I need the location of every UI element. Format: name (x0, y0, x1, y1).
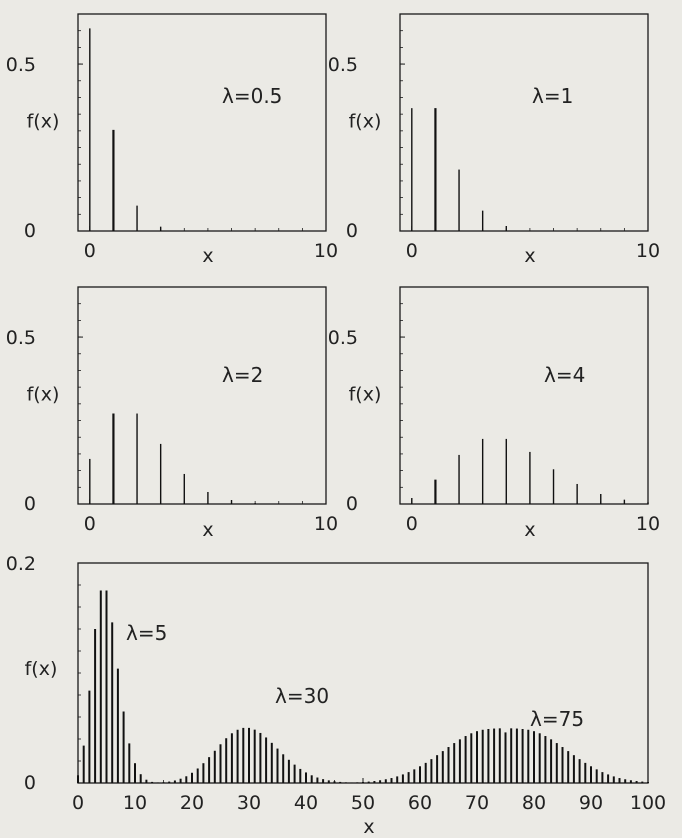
x-tick-label: 0 (72, 792, 84, 814)
x-tick-label: 0 (84, 513, 96, 535)
x-tick-label: 100 (630, 792, 666, 814)
y-tick-label: 0 (346, 493, 358, 515)
x-tick-label: 0 (84, 240, 96, 262)
lambda-label: λ=1 (532, 84, 573, 108)
x-tick-label: 40 (294, 792, 318, 814)
chart-panel-3: 0 0.5 0 10 f(x) x λ=2 (6, 286, 338, 541)
lambda-label: λ=75 (530, 707, 584, 731)
plot-frame (77, 13, 327, 232)
y-tick-label: 0.5 (6, 327, 36, 349)
y-tick-label: 0 (24, 220, 36, 242)
y-tick-label: 0 (346, 220, 358, 242)
x-tick-label: 10 (636, 513, 660, 535)
x-tick-label: 80 (522, 792, 546, 814)
lambda-label: λ=0.5 (222, 84, 282, 108)
x-axis-label: x (202, 519, 213, 541)
x-axis-label: x (363, 816, 374, 838)
series-lambda-3: λ=75 (333, 707, 649, 783)
x-tick-label: 30 (237, 792, 261, 814)
y-tick-label: 0.5 (328, 54, 358, 76)
x-tick-label: 90 (579, 792, 603, 814)
x-tick-label: 10 (636, 240, 660, 262)
chart-panel-5: 0 0.2 0 10 20 30 40 50 60 70 80 90 100 f(x) x λ=5 λ=30 λ=… (6, 553, 666, 838)
lambda-label: λ=4 (544, 363, 585, 387)
x-tick-label: 70 (465, 792, 489, 814)
lambda-label: λ=2 (222, 363, 263, 387)
x-axis-label: x (524, 245, 535, 267)
x-tick-label: 10 (123, 792, 147, 814)
x-tick-label: 20 (180, 792, 204, 814)
y-tick-label: 0.5 (328, 327, 358, 349)
x-axis-label: x (524, 519, 535, 541)
x-tick-label: 0 (406, 240, 418, 262)
y-tick-label: 0.5 (6, 54, 36, 76)
chart-panel-1: 0 0.5 0 10 f(x) x λ=0.5 (6, 13, 338, 267)
x-tick-label: 60 (408, 792, 432, 814)
plot-frame (399, 286, 649, 505)
y-axis-label: f(x) (349, 111, 382, 133)
chart-panel-2: 0 0.5 0 10 f(x) x λ=1 (328, 13, 660, 267)
series-lambda-2: λ=30 (151, 684, 364, 783)
y-tick-label: 0 (24, 493, 36, 515)
chart-panel-4: 0 0.5 0 10 f(x) x λ=4 (328, 286, 660, 541)
plot-frame (77, 286, 327, 505)
y-tick-label: 0 (24, 772, 36, 794)
x-tick-label: 10 (314, 513, 338, 535)
x-axis-label: x (202, 245, 213, 267)
y-tick-label: 0.2 (6, 553, 36, 575)
lambda-label: λ=30 (275, 684, 329, 708)
y-axis-label: f(x) (25, 658, 58, 680)
series-lambda-1: λ=5 (77, 590, 167, 783)
y-axis-label: f(x) (27, 111, 60, 133)
lambda-label: λ=5 (126, 621, 167, 645)
x-tick-label: 10 (314, 240, 338, 262)
plot-frame (399, 13, 649, 232)
y-axis-label: f(x) (27, 384, 60, 406)
y-axis-label: f(x) (349, 384, 382, 406)
x-tick-label: 0 (406, 513, 418, 535)
x-tick-label: 50 (351, 792, 375, 814)
